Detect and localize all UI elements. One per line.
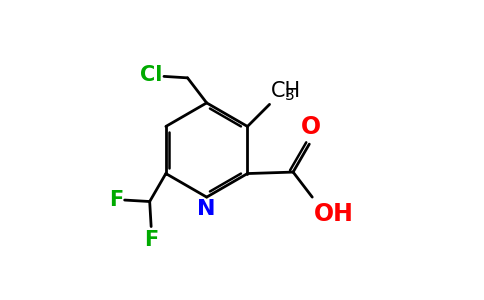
- Text: N: N: [197, 199, 216, 219]
- Text: Cl: Cl: [140, 65, 163, 85]
- Text: OH: OH: [314, 202, 354, 226]
- Text: 3: 3: [285, 88, 295, 103]
- Text: CH: CH: [271, 81, 301, 101]
- Text: O: O: [301, 115, 321, 139]
- Text: F: F: [109, 190, 123, 210]
- Text: F: F: [144, 230, 158, 250]
